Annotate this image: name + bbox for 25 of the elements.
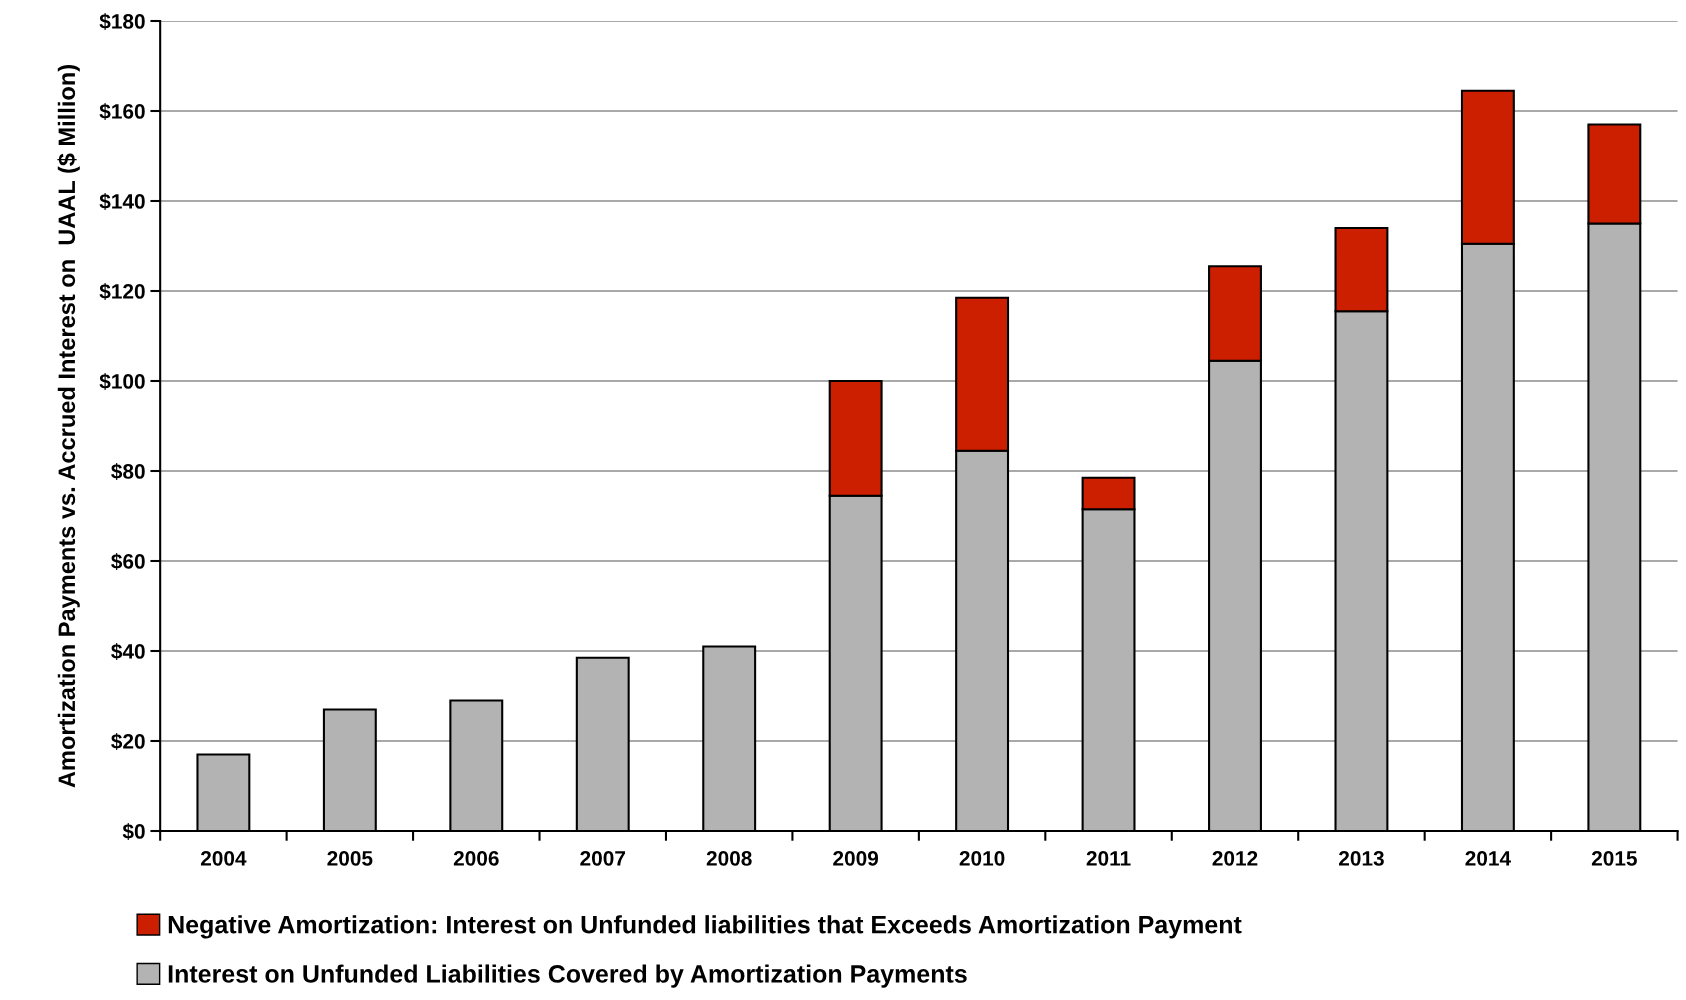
y-tick-label: $20 (111, 733, 145, 751)
x-tick-label: 2006 (453, 850, 499, 866)
y-tick-label: $140 (99, 193, 145, 211)
y-tick-label: $40 (111, 643, 145, 661)
x-tick-label: 2011 (1086, 850, 1131, 866)
y-tick-label: $120 (99, 283, 145, 301)
x-tick-label: 2010 (959, 850, 1005, 866)
x-tick-label: 2015 (1591, 850, 1637, 866)
x-tick-label: 2007 (580, 850, 625, 866)
y-tick-label: $0 (122, 823, 145, 841)
y-tick-label: $80 (111, 463, 145, 481)
x-tick-label: 2012 (1212, 850, 1258, 866)
y-tick-label: $180 (99, 13, 145, 31)
x-tick-label: 2014 (1465, 850, 1511, 866)
x-tick-label: 2005 (327, 850, 373, 866)
x-tick-label: 2009 (833, 850, 879, 866)
y-tick-label: $100 (99, 373, 145, 391)
legend-label: Interest on Unfunded Liabilities Covered by Amortization Payments (168, 964, 967, 988)
x-tick-label: 2008 (706, 850, 752, 866)
y-axis-title: Amortization Payments vs. Accrued Interest on UAAL ($ Million) (57, 65, 80, 788)
y-tick-label: $160 (99, 103, 145, 121)
legend-label: Negative Amortization: Interest on Unfunded liabilities that Exceeds Amortization Payment (168, 915, 1242, 939)
x-tick-label: 2013 (1339, 850, 1384, 866)
x-tick-label: 2004 (200, 850, 247, 866)
y-tick-label: $60 (111, 553, 145, 571)
